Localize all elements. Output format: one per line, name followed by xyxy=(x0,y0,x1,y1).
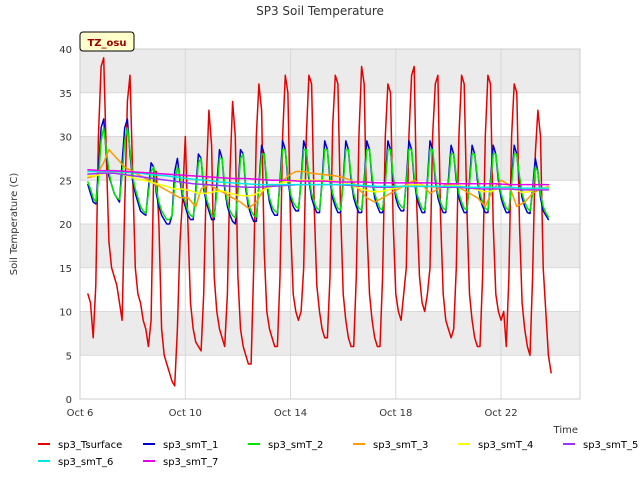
legend-label: sp3_smT_6 xyxy=(58,457,113,468)
x-axis-title: Time xyxy=(553,425,578,436)
legend-label: sp3_smT_2 xyxy=(268,440,323,451)
series-line-sp3_smT_6 xyxy=(87,170,550,189)
background-band xyxy=(80,92,580,137)
legend-item-sp3_Tsurface: sp3_Tsurface xyxy=(38,440,122,451)
background-band xyxy=(80,355,580,399)
background-band xyxy=(80,49,580,93)
series-line-sp3_smT_1 xyxy=(87,118,550,225)
plot-frame xyxy=(79,48,581,400)
y-tick-label: 0 xyxy=(66,395,72,406)
series-line-sp3_smT_2 xyxy=(87,127,550,221)
y-tick-label: 25 xyxy=(59,176,72,187)
x-tick-label: Oct 18 xyxy=(379,408,412,419)
y-tick-label: 30 xyxy=(59,133,72,144)
series-line-sp3_smT_7 xyxy=(87,169,550,186)
y-axis-title: Soil Temperature (C) xyxy=(9,173,20,276)
legend-item-sp3_smT_7: sp3_smT_7 xyxy=(143,457,218,468)
legend-item-sp3_smT_5: sp3_smT_5 xyxy=(563,440,638,451)
site-badge: TZ_osu xyxy=(79,31,135,52)
y-tick-label: 10 xyxy=(59,308,72,319)
legend-item-sp3_smT_6: sp3_smT_6 xyxy=(38,457,113,468)
x-tick-label: Oct 6 xyxy=(67,408,94,419)
y-tick-label: 20 xyxy=(59,220,72,231)
legend: sp3_Tsurface sp3_smT_1 sp3_smT_2 sp3_smT_3 s… xyxy=(38,440,638,468)
legend-label: sp3_smT_4 xyxy=(478,440,533,451)
x-axis-ticks: Oct 6 Oct 10 Oct 14 Oct 18 Oct 22 xyxy=(67,408,518,419)
legend-label: sp3_smT_1 xyxy=(163,440,218,451)
y-tick-label: 40 xyxy=(59,45,72,56)
legend-label: sp3_Tsurface xyxy=(58,440,122,451)
legend-label: sp3_smT_7 xyxy=(163,457,218,468)
series-lines xyxy=(87,57,552,387)
x-tick-label: Oct 22 xyxy=(484,408,517,419)
x-tick-label: Oct 10 xyxy=(169,408,202,419)
y-tick-label: 35 xyxy=(59,89,72,100)
y-axis-ticks: 0 5 10 15 20 25 30 35 40 xyxy=(59,45,72,406)
legend-label: sp3_smT_5 xyxy=(583,440,638,451)
series-line-sp3_smT_3 xyxy=(87,148,550,210)
y-tick-label: 15 xyxy=(59,264,72,275)
chart-title: SP3 Soil Temperature xyxy=(256,4,384,18)
y-tick-label: 5 xyxy=(66,351,72,362)
site-badge-label: TZ_osu xyxy=(87,38,126,49)
site-badge-box xyxy=(79,31,135,52)
legend-item-sp3_smT_3: sp3_smT_3 xyxy=(353,440,428,451)
legend-label: sp3_smT_3 xyxy=(373,440,428,451)
legend-item-sp3_smT_2: sp3_smT_2 xyxy=(248,440,323,451)
legend-item-sp3_smT_4: sp3_smT_4 xyxy=(458,440,533,451)
x-tick-label: Oct 14 xyxy=(274,408,307,419)
series-line-sp3_Tsurface xyxy=(87,57,552,387)
legend-item-sp3_smT_1: sp3_smT_1 xyxy=(143,440,218,451)
